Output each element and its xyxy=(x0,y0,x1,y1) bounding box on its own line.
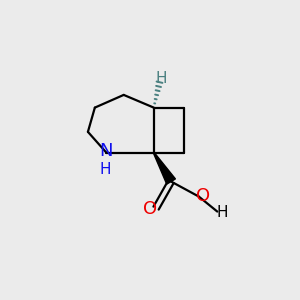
Text: O: O xyxy=(143,200,157,218)
Text: H: H xyxy=(217,205,228,220)
Text: H: H xyxy=(100,163,111,178)
Text: H: H xyxy=(156,71,167,86)
Text: O: O xyxy=(196,187,210,205)
Polygon shape xyxy=(153,152,176,184)
Text: N: N xyxy=(100,142,113,160)
